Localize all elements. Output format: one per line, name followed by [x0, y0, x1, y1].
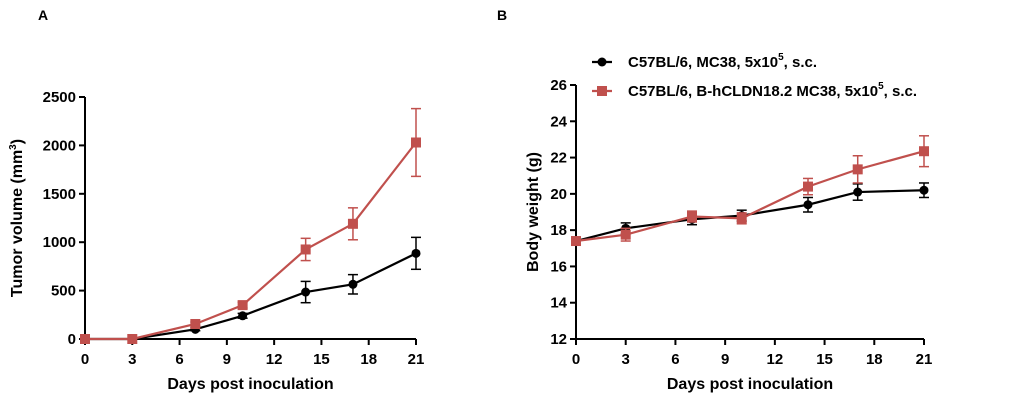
x-tick-label: 3 — [128, 351, 136, 368]
y-axis-title-close: ) — [9, 139, 26, 144]
data-point — [80, 334, 90, 344]
x-tick-label: 6 — [671, 351, 679, 368]
y-tick-label: 22 — [550, 150, 567, 167]
y-tick-label: 16 — [550, 258, 567, 275]
data-point — [803, 200, 813, 210]
x-tick-label: 12 — [767, 351, 784, 368]
data-point — [190, 318, 201, 329]
x-tick-label: 9 — [223, 351, 231, 368]
legend-marker — [597, 86, 607, 96]
y-axis-title: Tumor volume (mm3) — [8, 139, 26, 297]
x-tick-label: 21 — [408, 351, 425, 368]
data-point — [803, 181, 813, 192]
series-hcldn18-2-mc38 — [571, 135, 929, 247]
y-tick-label: 24 — [550, 113, 567, 130]
data-point — [620, 229, 631, 240]
x-tick-label: 15 — [313, 351, 330, 368]
x-tick-label: 9 — [721, 351, 729, 368]
x-tick-label: 6 — [175, 351, 183, 368]
y-tick-label: 500 — [51, 283, 76, 300]
panel-label: B — [497, 7, 507, 23]
data-point — [687, 211, 697, 222]
panel-label: A — [38, 7, 48, 23]
y-tick-label: 0 — [68, 331, 76, 348]
data-point — [853, 187, 863, 197]
x-tick-label: 15 — [816, 351, 833, 368]
x-tick-label: 3 — [622, 351, 630, 368]
legend-label-sup: 5 — [878, 81, 884, 92]
data-point — [919, 185, 929, 195]
y-tick-label: 14 — [550, 295, 567, 312]
legend-label-post: , s.c. — [784, 54, 817, 71]
y-tick-label: 26 — [550, 77, 567, 94]
legend-label: C57BL/6, MC38, 5x105, s.c. — [628, 52, 817, 71]
x-tick-label: 18 — [866, 351, 883, 368]
data-point — [301, 287, 311, 297]
legend-marker — [597, 57, 607, 67]
y-tick-label: 18 — [550, 222, 567, 239]
series-mc38 — [80, 236, 421, 344]
legend-label: C57BL/6, B-hCLDN18.2 MC38, 5x105, s.c. — [628, 81, 917, 100]
y-tick-label: 12 — [550, 331, 567, 348]
y-tick-label: 1000 — [43, 234, 76, 251]
x-tick-label: 18 — [360, 351, 377, 368]
data-point — [411, 248, 421, 258]
data-point — [127, 334, 138, 344]
legend-label-sup: 5 — [778, 52, 784, 63]
chart-panel-b: B 0 3 6 9 12 15 18 21 12 14 16 18 20 22 24 26 Days post i… — [497, 7, 932, 393]
x-tick-label: 21 — [916, 351, 933, 368]
legend: C57BL/6, MC38, 5x105, s.c.C57BL/6, B-hCL… — [592, 52, 917, 100]
series-line — [85, 141, 417, 341]
legend-label-pre: C57BL/6, B-hCLDN18.2 MC38, 5x10 — [628, 83, 878, 100]
y-tick-label: 1500 — [43, 186, 76, 203]
data-point — [237, 300, 248, 311]
y-tick-label: 2500 — [43, 89, 76, 106]
x-axis-title: Days post inoculation — [667, 376, 833, 393]
data-point — [571, 236, 581, 247]
legend-label-post: , s.c. — [884, 83, 917, 100]
y-axis-title-main: Tumor volume (mm — [9, 150, 26, 297]
x-tick-label: 0 — [81, 351, 89, 368]
legend-label-pre: C57BL/6, MC38, 5x10 — [628, 54, 778, 71]
data-point — [852, 164, 863, 175]
y-tick-label: 2000 — [43, 137, 76, 154]
data-point — [347, 218, 358, 229]
data-point — [919, 146, 929, 157]
x-axis-title: Days post inoculation — [167, 376, 333, 393]
y-axis-title-sup: 3 — [8, 144, 19, 150]
data-point — [736, 213, 747, 224]
data-point — [300, 244, 311, 255]
data-point — [411, 137, 421, 148]
x-tick-label: 0 — [572, 351, 580, 368]
y-axis-title: Body weight (g) — [525, 152, 542, 272]
data-point — [348, 279, 358, 289]
data-point — [238, 311, 248, 321]
y-tick-label: 20 — [550, 186, 567, 203]
x-tick-label: 12 — [266, 351, 283, 368]
series-hcldn18-2-mc38 — [80, 107, 421, 344]
chart-panel-a: A 0 3 6 9 12 15 18 21 0 500 1000 1500 2000 2500 Days po… — [8, 7, 424, 393]
series-line — [85, 252, 417, 341]
